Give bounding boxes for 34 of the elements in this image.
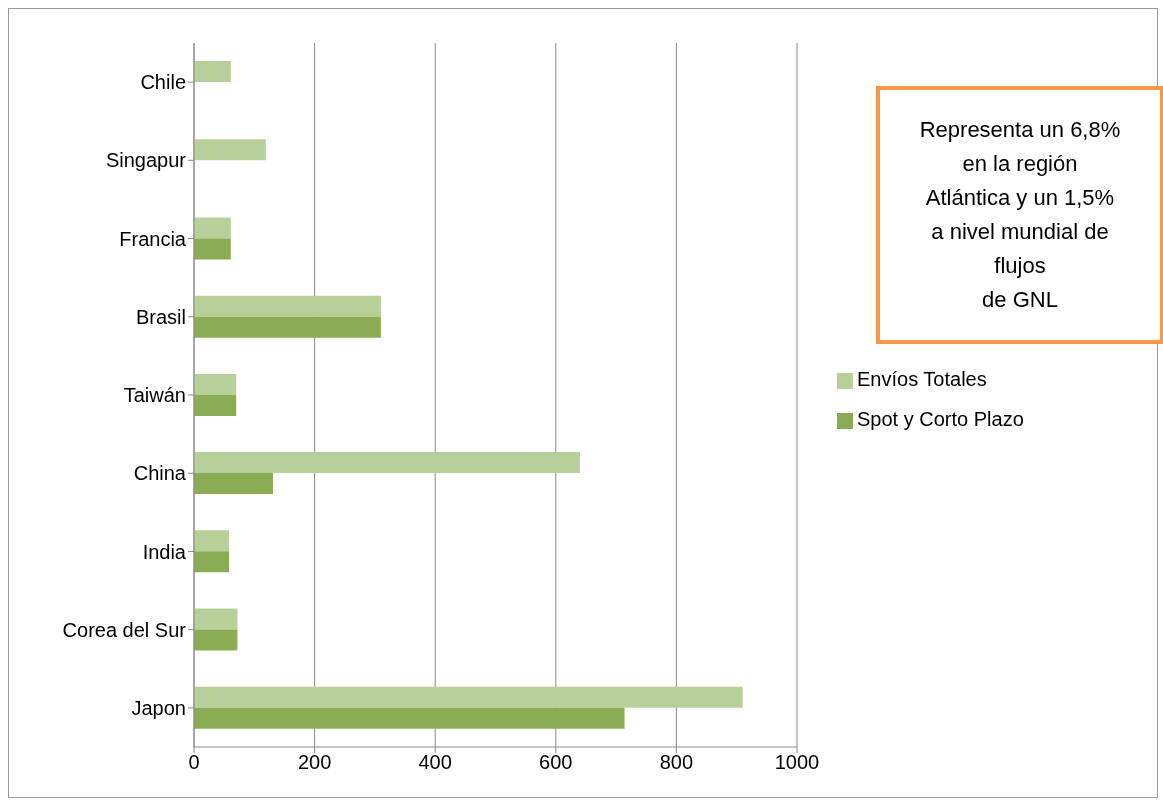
bar <box>194 238 231 260</box>
text: Representa un 6,8% en la región Atlántica y un 1,5% a nivel mundial de flujos de GNL <box>876 86 1163 344</box>
y-tick-label: Taiwán <box>123 384 186 407</box>
bar <box>194 60 231 82</box>
bar <box>194 686 743 708</box>
bar <box>194 608 238 630</box>
bar <box>194 473 273 495</box>
x-tick-label: 0 <box>188 751 200 774</box>
x-tick-label: 600 <box>539 751 573 774</box>
legend-label: Envíos Totales <box>857 368 987 390</box>
y-tick-label: Chile <box>140 71 186 94</box>
bar <box>194 452 580 474</box>
y-tick-label: Brasil <box>135 305 186 328</box>
bar <box>194 373 237 395</box>
bar <box>194 530 229 552</box>
bar <box>194 139 266 161</box>
y-tick-label: Francia <box>119 227 187 250</box>
y-tick-label: India <box>142 540 187 563</box>
bar <box>194 551 229 573</box>
bar <box>194 394 237 416</box>
x-tick-label: 800 <box>659 751 694 774</box>
x-tick-label: 1000 <box>774 751 820 774</box>
x-tick-label: 400 <box>418 751 452 774</box>
legend-label: Spot y Corto Plazo <box>857 408 1024 430</box>
y-tick-label: Singapur <box>105 149 187 172</box>
bar <box>194 629 238 651</box>
y-tick-label: Japon <box>131 696 186 719</box>
bar <box>194 316 381 338</box>
y-tick-label: Corea del Sur <box>62 618 187 641</box>
bar <box>194 217 231 239</box>
bar <box>194 295 381 317</box>
bar <box>194 707 625 729</box>
y-tick-label: China <box>133 462 187 485</box>
x-tick-label: 200 <box>297 751 332 774</box>
